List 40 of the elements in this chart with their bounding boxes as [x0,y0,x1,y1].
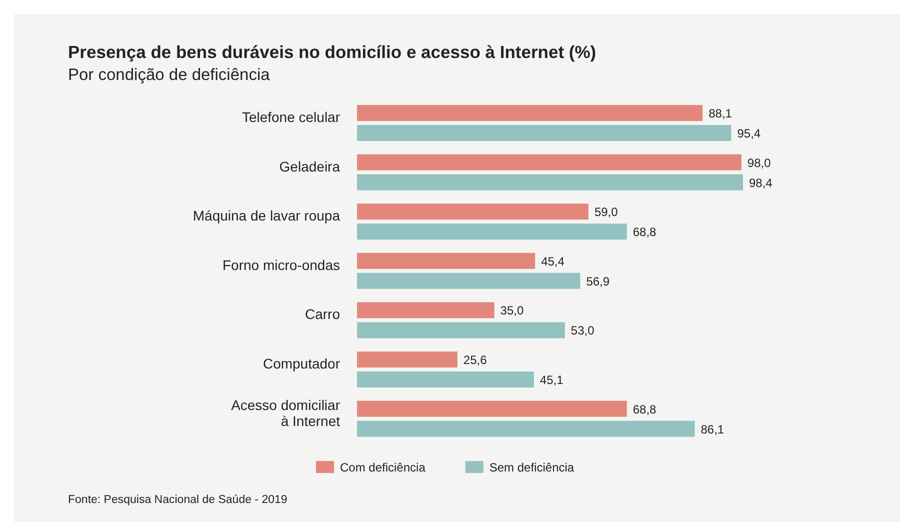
chart-title: Presença de bens duráveis no domicílio e acesso à Internet (%) [68,42,596,62]
bar [357,174,743,190]
bar [357,105,703,121]
legend-label: Com deficiência [340,460,426,474]
bar [357,224,627,240]
data-label: 98,0 [747,156,772,170]
data-label: 98,4 [749,176,773,190]
bar [357,372,534,388]
y-tick-label: Carro [304,306,340,322]
data-label: 25,6 [463,353,488,367]
data-label: 95,4 [737,126,761,140]
text: Por condição de deficiência [68,66,271,84]
data-label: 53,0 [570,324,595,338]
bar [357,302,494,318]
data-label: 68,8 [632,402,657,416]
data-label: 45,1 [540,373,564,387]
data-label: 35,0 [500,304,524,318]
y-tick-label: Geladeira [279,158,340,174]
bar [357,322,565,338]
y-tick-label: Acesso domiciliar à Internet [231,396,340,429]
data-label: 56,9 [586,274,610,288]
bar [357,252,536,269]
bar [357,420,695,437]
y-tick-label: Computador [262,356,340,372]
bar [357,272,580,289]
legend-label: Sem deficiência [489,460,574,474]
data-label: 86,1 [700,422,724,436]
bar [357,125,732,141]
y-tick-label: Forno micro-ondas [222,256,340,273]
bar [357,154,742,170]
bar [357,204,588,220]
source-note: Fonte: Pesquisa Nacional de Saúde - 2019 [68,494,288,506]
data-label: 45,4 [541,254,565,268]
bar [357,400,627,417]
data-label: 59,0 [594,205,618,220]
data-label: 88,1 [708,106,732,120]
y-tick-label: Máquina de lavar roupa [192,208,340,224]
data-label: 68,8 [632,225,657,240]
bar [357,352,458,368]
y-tick-label: Telefone celular [242,109,340,125]
